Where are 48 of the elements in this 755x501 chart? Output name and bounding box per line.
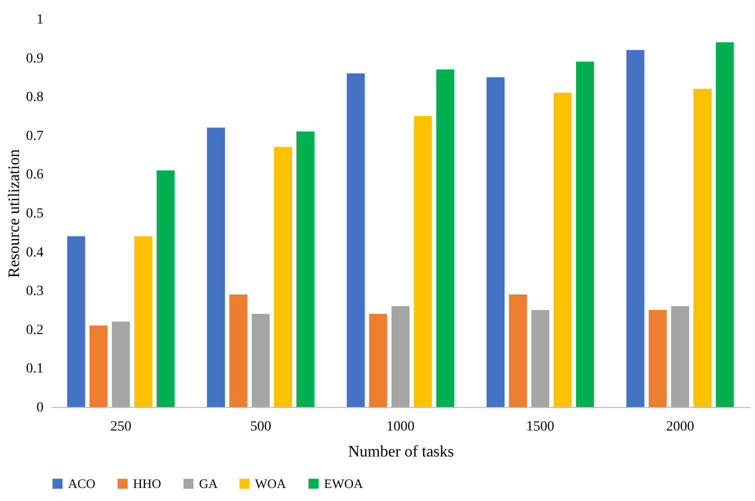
bar xyxy=(274,147,292,407)
bar xyxy=(369,314,388,407)
y-tick-label: 1 xyxy=(36,12,44,28)
bar xyxy=(156,170,175,407)
bar xyxy=(436,69,454,407)
legend-label: EWOA xyxy=(324,476,364,491)
x-tick-label: 1000 xyxy=(386,420,414,434)
bar xyxy=(576,62,594,407)
y-tick-label: 0.6 xyxy=(26,168,44,183)
bar xyxy=(229,294,248,407)
bar xyxy=(90,326,108,407)
bar xyxy=(508,294,527,407)
bar xyxy=(693,88,712,407)
legend-label: ACO xyxy=(68,476,96,491)
bar xyxy=(414,116,432,407)
y-tick-label: 0.8 xyxy=(26,90,44,106)
x-tick-label: 500 xyxy=(250,420,272,434)
x-tick-label: 2000 xyxy=(666,420,694,434)
y-tick-label: 0.3 xyxy=(26,284,44,300)
bar xyxy=(134,236,152,407)
x-tick-label: 250 xyxy=(110,420,132,434)
legend-label: WOA xyxy=(255,476,287,491)
y-tick-label: 0.5 xyxy=(26,206,44,222)
y-tick-label: 0.7 xyxy=(26,128,44,144)
y-tick-label: 0.4 xyxy=(26,245,44,260)
x-tick-label: 1500 xyxy=(526,420,554,434)
y-tick-label: 0.1 xyxy=(26,362,44,377)
bar xyxy=(648,310,667,407)
bar xyxy=(112,322,130,407)
bar xyxy=(716,42,734,407)
bar xyxy=(486,77,505,407)
bar xyxy=(626,50,644,407)
bar xyxy=(296,132,314,407)
bar xyxy=(252,314,270,407)
y-axis-title: Resource utilization xyxy=(6,149,23,278)
x-axis-title: Number of tasks xyxy=(348,444,454,460)
bar xyxy=(554,92,572,407)
bar xyxy=(206,128,225,407)
y-tick-label: 0.2 xyxy=(26,322,44,338)
legend-label: GA xyxy=(199,476,218,491)
bar xyxy=(346,73,365,407)
y-tick-label: 0 xyxy=(36,400,44,416)
bar xyxy=(671,306,690,407)
bar xyxy=(531,310,550,407)
bar xyxy=(67,236,86,407)
y-tick-label: 0.9 xyxy=(26,51,44,66)
bar xyxy=(392,306,410,407)
legend-label: HHO xyxy=(133,476,162,491)
